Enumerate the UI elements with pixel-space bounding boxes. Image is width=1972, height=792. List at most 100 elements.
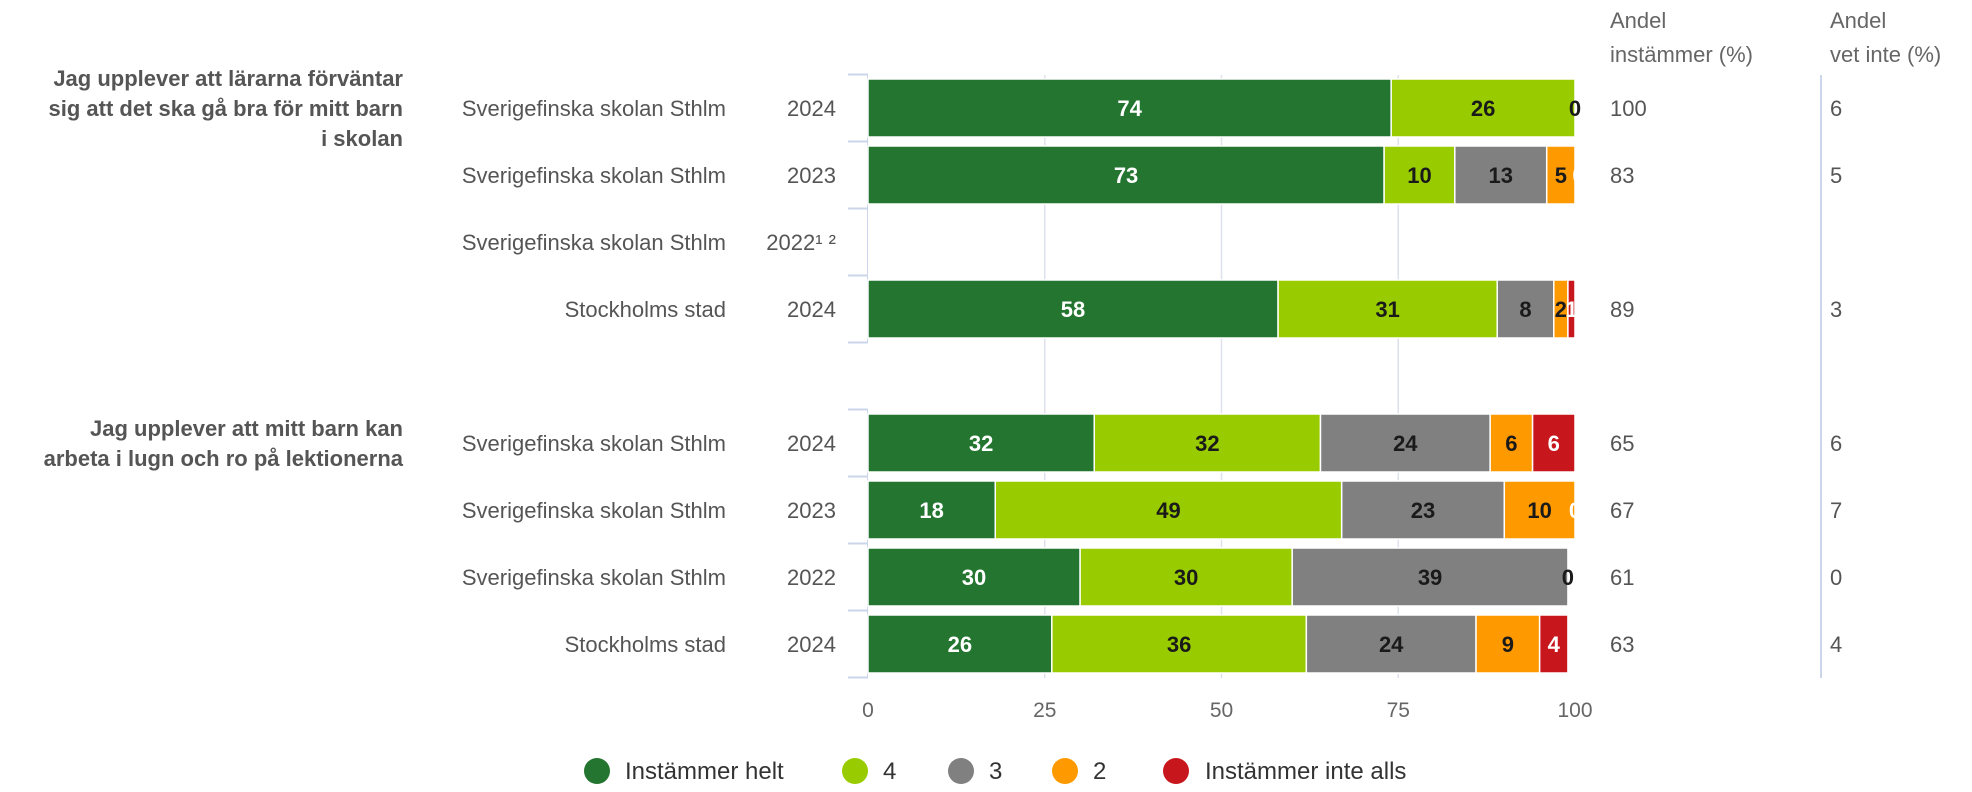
andel-vet-inte-value: 6 (1830, 431, 1842, 456)
bar-data-label: 8 (1519, 297, 1531, 322)
bar-data-label: 0 (1569, 96, 1581, 121)
bar-segment (1051, 614, 1308, 674)
bar-segment (994, 480, 1343, 540)
x-tick-label: 75 (1387, 699, 1410, 722)
bar-segment (1340, 480, 1506, 540)
andel-instammer-value: 83 (1610, 163, 1634, 188)
bar-data-label: 9 (1502, 632, 1514, 657)
legend-marker (948, 758, 974, 784)
andel-instammer-value: 65 (1610, 431, 1634, 456)
andel-vet-inte-value: 4 (1830, 632, 1842, 657)
bar-data-label: 32 (969, 431, 993, 456)
column-header-andel-vet-inte: Andel (1830, 8, 1886, 33)
bar-segment (1531, 413, 1576, 473)
row-school-label: Sverigefinska skolan Sthlm (462, 498, 726, 523)
row-year-label: 2024 (787, 297, 836, 322)
row-school-label: Stockholms stad (565, 297, 726, 322)
bar-segment (867, 614, 1053, 674)
legend-marker (842, 758, 868, 784)
andel-instammer-value: 61 (1610, 565, 1634, 590)
group-title: Jag upplever att lärarna förväntar (53, 66, 403, 91)
bar-segment (1390, 78, 1576, 138)
bar-data-label: 10 (1407, 163, 1431, 188)
row-year-label: 2024 (787, 632, 836, 657)
legend-label: 4 (883, 758, 896, 785)
row-school-label: Sverigefinska skolan Sthlm (462, 230, 726, 255)
group-title: sig att det ska gå bra för mitt barn (48, 96, 403, 121)
row-year-label: 2023 (787, 163, 836, 188)
bar-segment (867, 78, 1392, 138)
column-header-andel-instammer: Andel (1610, 8, 1666, 33)
bar-data-label: 26 (1471, 96, 1495, 121)
x-tick-label: 50 (1210, 699, 1233, 722)
bar-data-label: 31 (1375, 297, 1399, 322)
row-year-label: 2023 (787, 498, 836, 523)
bar-data-label: 24 (1393, 431, 1418, 456)
x-tick-label: 100 (1557, 699, 1592, 722)
x-tick-label: 0 (862, 699, 874, 722)
row-school-label: Sverigefinska skolan Sthlm (462, 565, 726, 590)
row-year-label: 2022 (787, 565, 836, 590)
bar-data-label: 6 (1548, 431, 1560, 456)
legend-label: 3 (989, 758, 1002, 785)
legend-label: Instämmer inte alls (1205, 758, 1406, 785)
bar-segment (1496, 279, 1555, 339)
bar-segment (1319, 413, 1491, 473)
bar-data-label: 36 (1167, 632, 1191, 657)
bar-data-label: 1 (1565, 297, 1577, 322)
andel-instammer-value: 67 (1610, 498, 1634, 523)
row-year-label: 2024 (787, 431, 836, 456)
bar-data-label: 74 (1117, 96, 1142, 121)
andel-vet-inte-value: 0 (1830, 565, 1842, 590)
bar-segment (1305, 614, 1477, 674)
column-header-andel-instammer: instämmer (%) (1610, 42, 1753, 67)
bar-data-label: 39 (1418, 565, 1442, 590)
bar-data-label: 30 (962, 565, 986, 590)
bar-data-label: 18 (919, 498, 943, 523)
bar-data-label: 5 (1555, 163, 1567, 188)
bar-data-label: 58 (1061, 297, 1085, 322)
legend-label: Instämmer helt (625, 758, 784, 785)
row-school-label: Sverigefinska skolan Sthlm (462, 96, 726, 121)
andel-vet-inte-value: 3 (1830, 297, 1842, 322)
andel-instammer-value: 63 (1610, 632, 1634, 657)
bar-data-label: 4 (1548, 632, 1561, 657)
row-year-label: 2022¹ ² (766, 230, 836, 255)
bar-data-label: 13 (1489, 163, 1513, 188)
x-tick-label: 25 (1033, 699, 1056, 722)
bar-data-label: 30 (1174, 565, 1198, 590)
bar-data-label: 73 (1114, 163, 1138, 188)
bar-data-label: 32 (1195, 431, 1219, 456)
group-title: arbeta i lugn och ro på lektionerna (44, 446, 404, 471)
bar-segment (1454, 145, 1548, 205)
andel-vet-inte-value: 6 (1830, 96, 1842, 121)
bar-data-label: 0 (1572, 163, 1584, 188)
group-title: Jag upplever att mitt barn kan (90, 416, 403, 441)
bar-segment (867, 480, 997, 540)
group-title: i skolan (321, 126, 403, 151)
legend-marker (1163, 758, 1189, 784)
bar-segment (1079, 547, 1293, 607)
bar-data-label: 24 (1379, 632, 1404, 657)
andel-instammer-value: 89 (1610, 297, 1634, 322)
bar-segment (867, 145, 1385, 205)
bar-data-label: 23 (1411, 498, 1435, 523)
bar-data-label: 0 (1562, 565, 1574, 590)
andel-vet-inte-value: 7 (1830, 498, 1842, 523)
bar-data-label: 26 (948, 632, 972, 657)
bar-data-label: 0 (1569, 498, 1581, 523)
bar-segment (1093, 413, 1322, 473)
bar-segment (1475, 614, 1541, 674)
bar-segment (1545, 145, 1576, 205)
bar-segment (1277, 279, 1498, 339)
bar-segment (1538, 614, 1569, 674)
row-school-label: Stockholms stad (565, 632, 726, 657)
bar-segment (867, 279, 1279, 339)
bar-segment (867, 547, 1081, 607)
row-year-label: 2024 (787, 96, 836, 121)
andel-vet-inte-value: 5 (1830, 163, 1842, 188)
row-school-label: Sverigefinska skolan Sthlm (462, 163, 726, 188)
bar-segment (1503, 480, 1576, 540)
bar-data-label: 6 (1505, 431, 1517, 456)
